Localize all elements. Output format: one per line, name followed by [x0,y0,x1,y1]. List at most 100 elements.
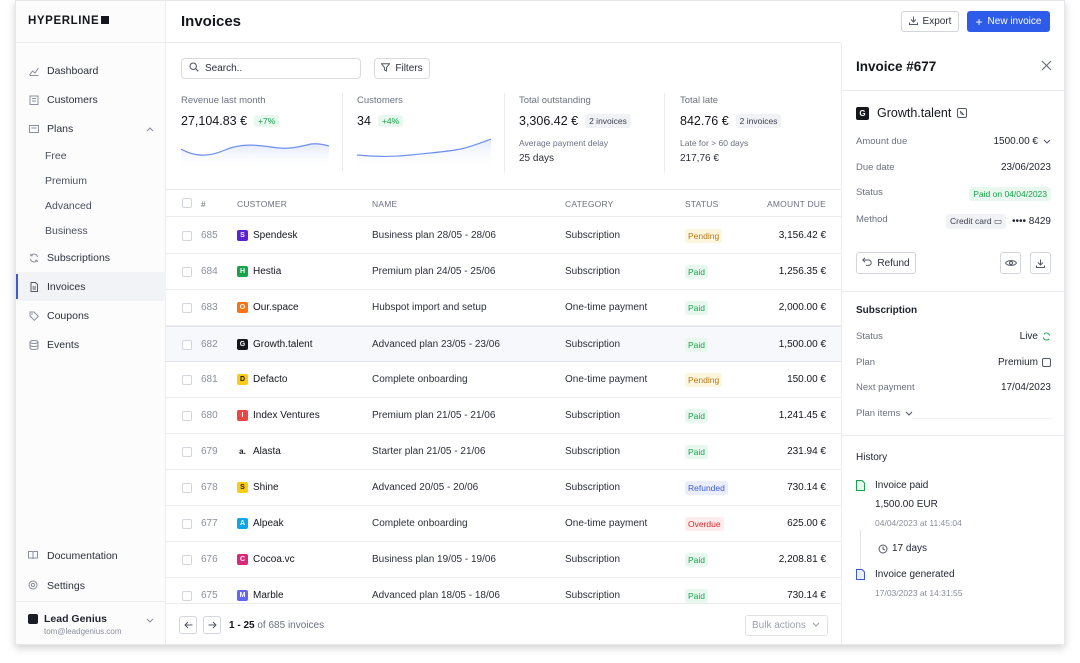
amount-due: 231.94 € [787,446,826,457]
chart-icon [28,65,39,76]
preview-button[interactable] [1000,252,1021,274]
customer-name[interactable]: Alpeak [253,518,284,529]
download-button[interactable] [1030,252,1051,274]
customer-name[interactable]: Spendesk [253,230,298,241]
col-header-amount[interactable]: Amount due [767,199,826,209]
table-row[interactable]: 678 S Shine Advanced 20/05 - 20/06 Subscript… [166,470,841,506]
kpi-sub-label: Average payment delay [519,138,609,148]
sidebar-subitem-free[interactable]: Free [45,149,67,162]
sidebar-item-subscriptions[interactable]: Subscriptions [16,243,166,272]
sidebar-subitem-business[interactable]: Business [45,224,88,237]
sidebar-subitem-premium[interactable]: Premium [45,174,88,187]
customer-name[interactable]: Cocoa.vc [253,554,295,565]
new-invoice-button[interactable]: + New invoice [967,11,1050,32]
brand-logo[interactable]: HYPERLINE [28,15,110,27]
table-row[interactable]: 685 S Spendesk Business plan 28/05 - 28/06 S… [166,218,841,254]
invoice-number: 675 [201,590,218,601]
invoice-name: Advanced plan 18/05 - 18/06 [372,590,500,601]
kpi-late: Total late 842.76 € 2 invoices Late for >… [680,95,782,164]
customer-name[interactable]: Index Ventures [253,410,320,421]
tag-icon [28,310,39,321]
sidebar-subitem-advanced[interactable]: Advanced [45,199,92,212]
kpi-revenue: Revenue last month 27,104.83 € +7% [181,95,280,128]
amount-due: 1,500.00 € [778,339,826,350]
customer-logo-icon: C [237,554,248,565]
status-row: Status Paid on 04/04/2023 [856,187,1051,201]
customer-name[interactable]: Our.space [253,302,299,313]
table-row[interactable]: 684 H Hestia Premium plan 24/05 - 25/06 Subs… [166,254,841,290]
external-link-icon[interactable] [957,108,968,118]
sidebar-item-dashboard[interactable]: Dashboard [16,56,166,85]
row-checkbox[interactable] [182,447,192,457]
customer-logo-icon: M [237,590,248,601]
export-button[interactable]: Export [901,11,959,32]
invoice-name: Business plan 19/05 - 19/06 [372,554,496,565]
sidebar-item-events[interactable]: Events [16,330,166,359]
row-checkbox[interactable] [182,231,192,241]
row-checkbox[interactable] [182,375,192,385]
next-payment-row: Next payment 17/04/2023 [856,382,1051,393]
customer-name[interactable]: Growth.talent [253,339,313,350]
bulk-actions-select[interactable]: Bulk actions [745,615,828,636]
row-checkbox[interactable] [182,591,192,601]
sidebar-item-settings[interactable]: Settings [16,571,166,601]
col-header-status[interactable]: Status [685,199,719,209]
amount-due-select[interactable]: 1500.00 € [994,136,1052,147]
status-badge: Paid [685,445,709,459]
invoice-number: 677 [201,518,218,529]
row-checkbox[interactable] [182,267,192,277]
sidebar-item-label: Events [47,338,80,351]
plan-link[interactable]: Premium [998,357,1051,368]
invoice-category: Subscription [565,266,621,277]
close-icon[interactable] [1041,58,1052,74]
prev-page-button[interactable] [179,616,197,634]
kpi-sub-label: Late for > 60 days [680,138,749,148]
customer-name[interactable]: Defacto [253,374,288,385]
table-row[interactable]: 680 I Index Ventures Premium plan 21/05 - 2… [166,398,841,434]
sidebar-item-invoices[interactable]: Invoices [16,272,166,301]
table-row[interactable]: 681 D Defacto Complete onboarding One-time p… [166,362,841,398]
row-checkbox[interactable] [182,519,192,529]
row-checkbox[interactable] [182,483,192,493]
col-header-number[interactable]: # [201,199,206,209]
table-row[interactable]: 676 C Cocoa.vc Business plan 19/05 - 19/06 S… [166,542,841,578]
amount-due: 1,256.35 € [778,266,826,277]
next-page-button[interactable] [203,616,221,634]
refund-button[interactable]: Refund [856,252,916,274]
table-row[interactable]: 679 a. Alasta Starter plan 21/05 - 21/06 Sub… [166,434,841,470]
customer-name[interactable]: Marble [253,590,284,601]
customer-name[interactable]: Shine [253,482,279,493]
invoice-category: One-time payment [565,374,648,385]
customer-name[interactable]: Alasta [253,446,281,457]
invoice-name: Advanced 20/05 - 20/06 [372,482,479,493]
chevron-down-icon[interactable] [146,616,154,626]
account-switcher[interactable]: Lead Genius tom@leadgenius.com [16,601,166,644]
table-row[interactable]: 677 A Alpeak Complete onboarding One-time pa… [166,506,841,542]
customer-name[interactable]: Hestia [253,266,282,277]
col-header-category[interactable]: Category [565,199,614,209]
revenue-sparkline [181,143,329,169]
row-checkbox[interactable] [182,555,192,565]
row-checkbox[interactable] [182,340,192,350]
row-checkbox[interactable] [182,411,192,421]
sidebar-item-coupons[interactable]: Coupons [16,301,166,330]
chevron-up-icon[interactable] [146,124,154,134]
search-input[interactable]: Search.. [181,58,361,79]
col-header-customer[interactable]: Customer [237,199,288,209]
panel-customer[interactable]: G Growth.talent [856,106,968,120]
sidebar: HYPERLINE Dashboard Customers Plans [16,1,166,644]
sidebar-item-customers[interactable]: Customers [16,85,166,114]
select-all-checkbox[interactable] [182,198,192,208]
method-row: Method Credit card ▭ •••• 8429 [856,214,1051,229]
kpi-value: 34 [357,114,371,128]
kpi-label: Total late [680,95,719,106]
sidebar-item-label: Settings [47,580,85,592]
table-row[interactable]: 682 G Growth.talent Advanced plan 23/05 - 2… [166,326,841,362]
filters-button[interactable]: Filters [374,58,430,79]
row-checkbox[interactable] [182,303,192,313]
plan-items-toggle[interactable]: Plan items [856,408,1051,422]
table-row[interactable]: 683 O Our.space Hubspot import and setup One… [166,290,841,326]
col-header-name[interactable]: Name [372,199,398,209]
sidebar-item-documentation[interactable]: Documentation [16,541,166,571]
sidebar-item-plans[interactable]: Plans [16,114,166,143]
